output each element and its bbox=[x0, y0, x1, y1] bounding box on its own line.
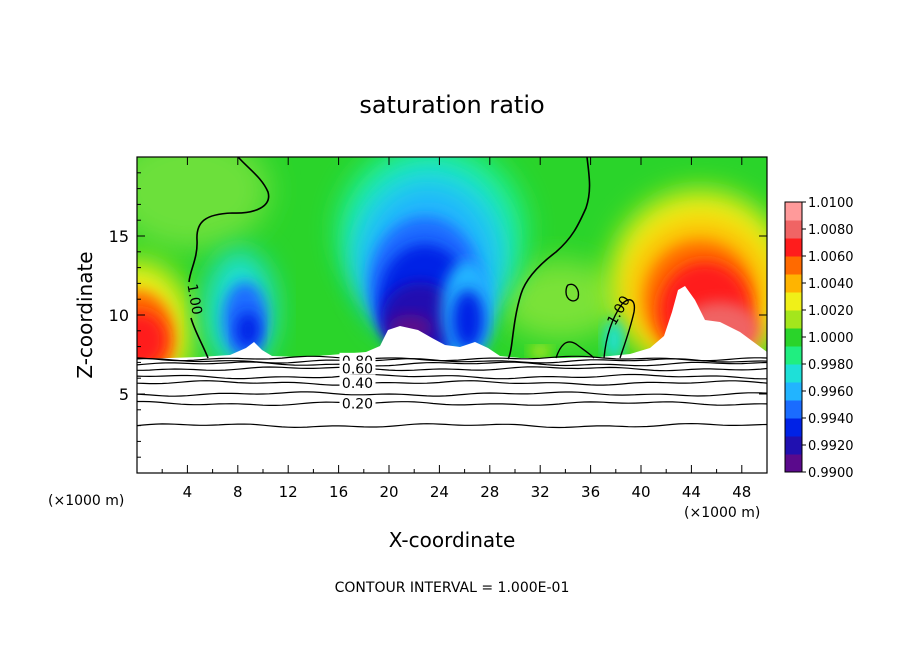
contour-1-00-loop bbox=[565, 283, 580, 302]
colorbar-swatch bbox=[785, 454, 802, 473]
colorbar-tick-label: 1.0060 bbox=[808, 250, 854, 265]
contour-level-line bbox=[137, 357, 767, 364]
y-tick-label: 10 bbox=[109, 306, 129, 325]
colorbar-swatch bbox=[785, 346, 802, 365]
contour-1-00-right bbox=[507, 157, 591, 360]
colorbar-swatch bbox=[785, 238, 802, 257]
contour-level-line bbox=[137, 373, 767, 380]
contour-label: 0.20 bbox=[342, 396, 373, 412]
colorbar-swatch bbox=[785, 202, 802, 221]
contour-label: 1.00 bbox=[183, 283, 204, 316]
x-tick-label: 20 bbox=[379, 483, 398, 501]
contour-interval-note: CONTOUR INTERVAL = 1.000E-01 bbox=[335, 580, 570, 596]
plot-area: 1.001.000.800.600.400.20 bbox=[137, 157, 767, 473]
chart-title: saturation ratio bbox=[359, 91, 544, 119]
colorbar-tick-label: 0.9940 bbox=[808, 412, 854, 427]
contour-1-00-bump bbox=[555, 341, 595, 359]
contour-label-bg bbox=[339, 395, 376, 410]
x-tick-label: 24 bbox=[430, 483, 449, 501]
y-tick-label: 5 bbox=[119, 385, 129, 404]
colorbar: 1.0100 1.0080 1.0060 1.0040 1.0020 1.0000 0.99… bbox=[784, 196, 854, 481]
colorbar-swatch bbox=[785, 220, 802, 239]
colorbar-swatch bbox=[785, 436, 802, 455]
colorbar-swatch bbox=[785, 364, 802, 383]
x-tick-label: 12 bbox=[279, 483, 298, 501]
contour-level-line bbox=[137, 361, 767, 367]
contour-label-bg bbox=[339, 374, 376, 389]
x-tick-label: 4 bbox=[183, 483, 193, 501]
x-tick-label: 44 bbox=[682, 483, 701, 501]
contour-1-00-east bbox=[603, 299, 636, 359]
x-tick-label: 32 bbox=[531, 483, 550, 501]
contour-1-00-left bbox=[188, 157, 270, 359]
contour-level-line bbox=[137, 366, 767, 372]
y-axis-label: Z-coordinate bbox=[73, 251, 97, 378]
x-tick-label: 40 bbox=[631, 483, 650, 501]
y-tick-label: 15 bbox=[109, 227, 129, 246]
colorbar-tick-label: 1.0100 bbox=[808, 196, 854, 211]
colorbar-swatch bbox=[785, 292, 802, 311]
colorbar-swatch bbox=[785, 310, 802, 329]
x-tick-label: 16 bbox=[329, 483, 348, 501]
contour-label: 0.40 bbox=[342, 376, 373, 392]
x-unit-left: (×1000 m) bbox=[48, 493, 124, 509]
colorbar-swatches bbox=[785, 202, 802, 473]
contour-labels: 1.001.000.800.600.400.20 bbox=[183, 283, 634, 413]
contour-label-bg bbox=[339, 360, 376, 375]
colorbar-tick-label: 1.0000 bbox=[808, 331, 854, 346]
contour-level-lines bbox=[137, 355, 767, 429]
colorbar-swatch bbox=[785, 274, 802, 293]
x-unit-right: (×1000 m) bbox=[684, 505, 760, 521]
x-tick-label: 28 bbox=[480, 483, 499, 501]
colorbar-swatch bbox=[785, 400, 802, 419]
colorbar-tick-label: 1.0040 bbox=[808, 277, 854, 292]
colorbar-tick-label: 0.9980 bbox=[808, 358, 854, 373]
contour-level-line bbox=[137, 400, 767, 406]
contour-label: 0.60 bbox=[342, 362, 373, 378]
colorbar-tick-label: 1.0080 bbox=[808, 223, 854, 238]
colorbar-swatch bbox=[785, 418, 802, 437]
colorbar-tick-label: 1.0020 bbox=[808, 304, 854, 319]
colorbar-swatch bbox=[785, 256, 802, 275]
colorbar-tick-labels: 1.0100 1.0080 1.0060 1.0040 1.0020 1.0000 0.99… bbox=[802, 196, 854, 481]
colorbar-swatch bbox=[785, 382, 802, 401]
x-tick-label: 8 bbox=[233, 483, 243, 501]
y-axis-ticks: 5 10 15 bbox=[109, 172, 767, 458]
colorbar-swatch bbox=[785, 328, 802, 347]
colorbar-tick-label: 0.9900 bbox=[808, 466, 854, 481]
x-axis-ticks: 4 8 12 16 20 24 28 32 36 40 44 48 bbox=[161, 157, 751, 501]
colorbar-tick-label: 0.9960 bbox=[808, 385, 854, 400]
contour-level-line bbox=[137, 380, 767, 386]
colorbar-tick-label: 0.9920 bbox=[808, 439, 854, 454]
x-axis-label: X-coordinate bbox=[389, 528, 516, 552]
contour-level-line bbox=[137, 355, 767, 362]
x-tick-label: 48 bbox=[732, 483, 751, 501]
contour-level-line bbox=[137, 391, 767, 397]
x-tick-label: 36 bbox=[581, 483, 600, 501]
contour-level-line bbox=[137, 422, 767, 429]
